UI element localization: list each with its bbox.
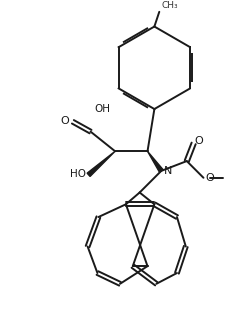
- Text: O: O: [60, 116, 69, 126]
- Text: OH: OH: [94, 104, 110, 114]
- Text: O: O: [205, 173, 214, 183]
- Text: HO: HO: [70, 169, 86, 179]
- Text: CH₃: CH₃: [161, 1, 178, 10]
- Polygon shape: [87, 151, 115, 176]
- Text: O: O: [195, 137, 203, 146]
- Polygon shape: [147, 151, 163, 172]
- Text: N: N: [164, 166, 173, 176]
